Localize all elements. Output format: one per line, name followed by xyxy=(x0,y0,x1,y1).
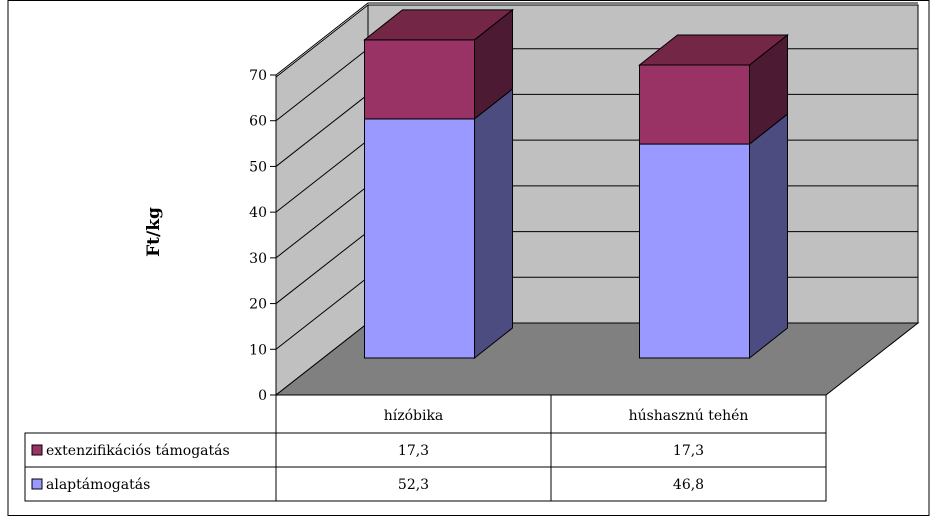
y-axis-label: Ft/kg xyxy=(144,207,164,257)
y-axis: 0 10 20 30 40 50 60 70 xyxy=(249,68,277,404)
bar-extenzifikacios-hizobika-top xyxy=(363,9,514,41)
x-category-label: hízóbika xyxy=(384,408,444,424)
y-tick-label: 10 xyxy=(249,342,267,358)
y-tick-label: 30 xyxy=(249,251,267,267)
table-cell-value: 52,3 xyxy=(398,477,429,493)
bar-alaptamogatas-hizobika-front xyxy=(364,118,475,359)
y-tick-label: 40 xyxy=(249,205,267,221)
x-category-label: húshasznú tehén xyxy=(629,408,749,424)
bar-extenzifikacios-hushasznu-tehen-top xyxy=(638,34,789,66)
legend-key xyxy=(31,444,43,456)
bar-alaptamogatas-hushasznu-tehen-front xyxy=(639,143,750,359)
y-tick-label: 50 xyxy=(249,159,267,175)
data-table: hízóbika húshasznú tehén extenzifikációs t… xyxy=(24,394,827,502)
table-cell-value: 17,3 xyxy=(673,443,704,459)
bar-extenzifikacios-hizobika-front xyxy=(364,39,475,120)
y-tick-label: 20 xyxy=(249,297,267,313)
table-row-label: extenzifikációs támogatás xyxy=(46,443,230,459)
table-row xyxy=(24,432,827,468)
y-tick-label: 60 xyxy=(249,114,267,130)
table-cell-value: 46,8 xyxy=(673,477,704,493)
y-tick-label: 0 xyxy=(258,388,267,404)
table-row xyxy=(24,466,827,502)
bar-extenzifikacios-hushasznu-tehen-front xyxy=(639,64,750,145)
bars xyxy=(363,8,789,360)
bar-alaptamogatas-hizobika-side xyxy=(474,87,513,360)
bar-alaptamogatas-hushasznu-tehen-side xyxy=(749,113,788,360)
gridline xyxy=(275,2,918,76)
legend-key xyxy=(31,478,43,490)
table-row-label: alaptámogatás xyxy=(46,477,150,493)
y-tick-label: 70 xyxy=(249,68,267,84)
table-cell-value: 17,3 xyxy=(398,443,429,459)
